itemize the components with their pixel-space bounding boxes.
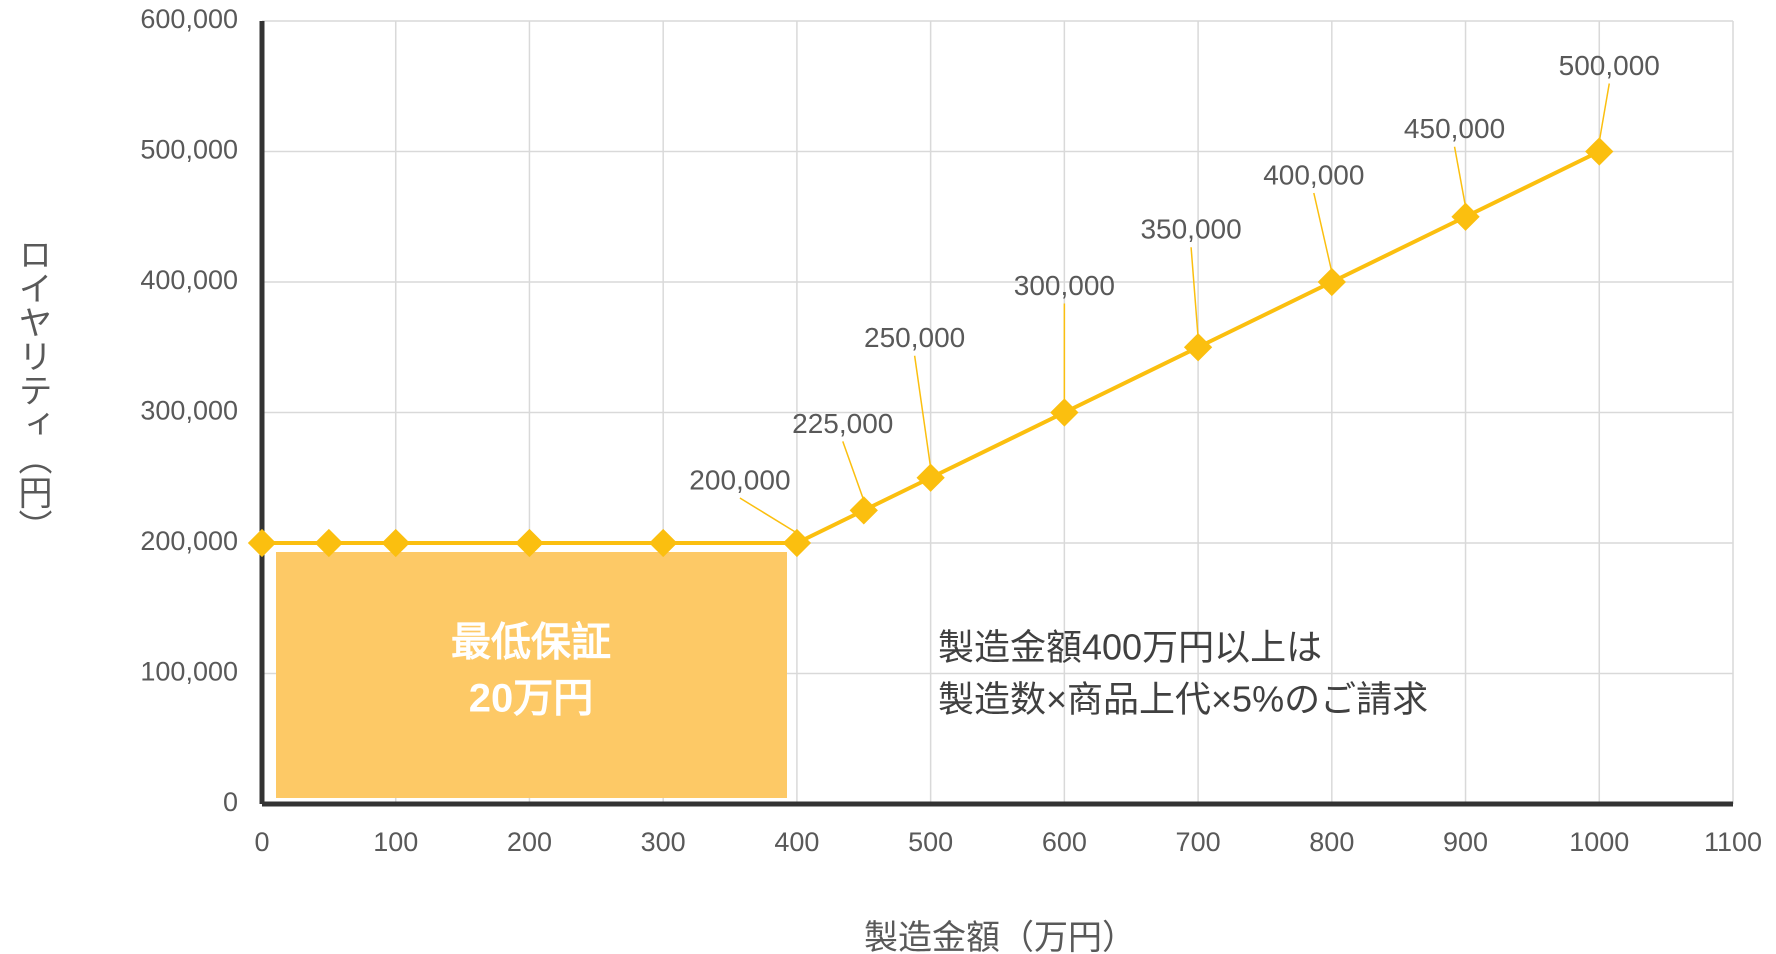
marker: [1317, 267, 1346, 297]
y-tick-label: 200,000: [140, 526, 238, 556]
y-tick-label: 400,000: [140, 265, 238, 295]
marker: [649, 528, 678, 558]
x-tick-label: 900: [1443, 827, 1488, 857]
marker: [381, 528, 410, 558]
leader-line: [842, 441, 865, 501]
marker: [1585, 137, 1614, 166]
x-tick-label: 100: [373, 827, 418, 857]
y-tick-label: 0: [223, 787, 238, 817]
marker: [782, 528, 812, 558]
y-tick-label: 500,000: [140, 135, 238, 165]
x-tick-label: 700: [1176, 827, 1221, 857]
x-tick-label: 0: [254, 827, 269, 857]
marker: [314, 528, 344, 558]
data-label: 500,000: [1559, 50, 1660, 81]
data-label: 200,000: [689, 464, 790, 495]
guarantee-text: 20万円: [469, 677, 594, 721]
x-tick-label: 600: [1042, 827, 1087, 857]
x-axis-title: 製造金額（万円）: [864, 919, 1136, 954]
marker: [1451, 202, 1480, 231]
leader-line: [913, 355, 932, 468]
leader-line: [739, 497, 798, 534]
x-tick-label: 300: [641, 827, 686, 857]
marker: [247, 528, 277, 558]
x-tick-label: 400: [774, 827, 819, 857]
guarantee-text: 最低保証: [451, 621, 611, 665]
x-tick-label: 500: [908, 827, 953, 857]
y-tick-label: 100,000: [140, 657, 238, 687]
data-label: 450,000: [1404, 113, 1505, 144]
marker: [515, 528, 544, 558]
leader-line: [1453, 146, 1467, 207]
leader-line: [1598, 83, 1611, 142]
marker: [1050, 398, 1079, 427]
y-tick-label: 300,000: [140, 396, 238, 426]
y-tick-label: 600,000: [140, 4, 238, 34]
marker: [849, 496, 878, 525]
x-tick-label: 1000: [1569, 827, 1629, 857]
marker: [916, 463, 945, 492]
note-text: 製造数×商品上代×5%のご請求: [938, 679, 1428, 720]
data-label: 400,000: [1263, 159, 1364, 190]
leader-line: [1190, 247, 1199, 338]
data-label: 300,000: [1014, 270, 1115, 301]
note-text: 製造金額400万円以上は: [938, 627, 1322, 668]
data-label: 250,000: [864, 322, 965, 353]
x-tick-label: 1100: [1704, 827, 1762, 857]
marker: [1183, 333, 1213, 362]
leader-line: [1313, 192, 1333, 273]
x-tick-label: 800: [1309, 827, 1354, 857]
y-axis-title: ロイヤリティ（円）: [13, 237, 52, 543]
data-label: 350,000: [1140, 214, 1241, 245]
x-tick-label: 200: [507, 827, 552, 857]
data-label: 225,000: [792, 408, 893, 439]
guarantee-box: [276, 552, 787, 798]
